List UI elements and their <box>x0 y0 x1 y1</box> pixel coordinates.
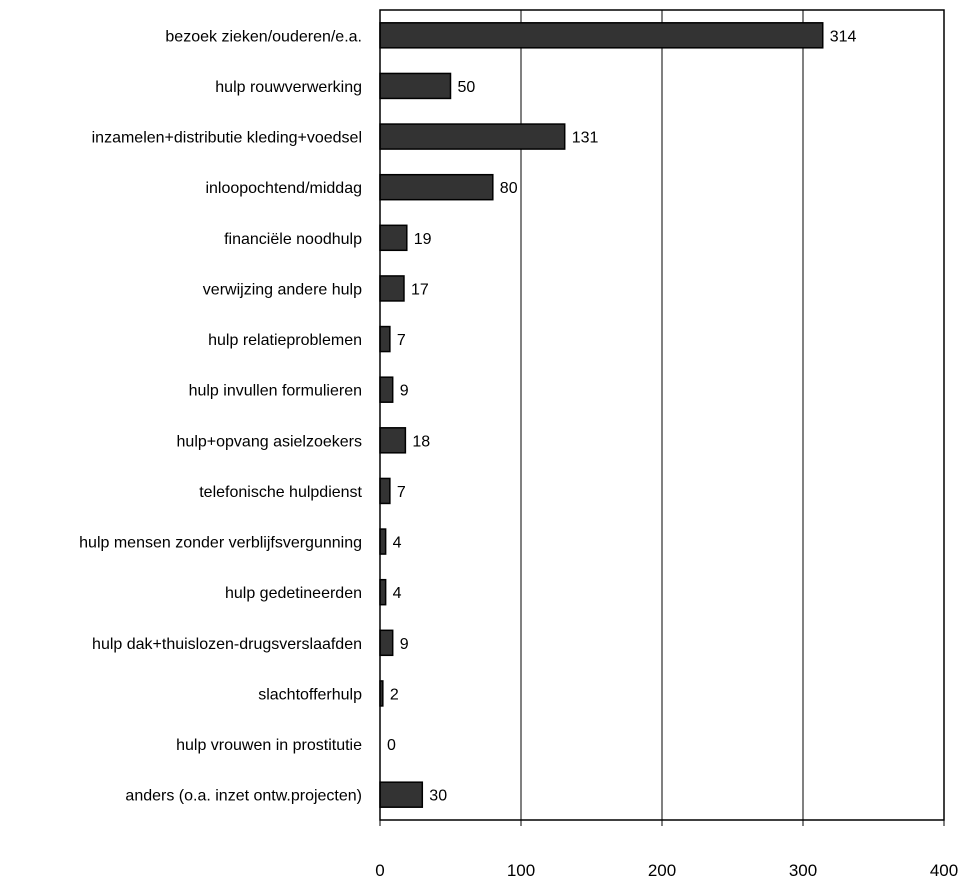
value-label-8: 18 <box>412 433 430 450</box>
category-label-0: bezoek zieken/ouderen/e.a. <box>165 28 362 45</box>
bar-10 <box>379 528 387 555</box>
category-label-15: anders (o.a. inzet ontw.projecten) <box>125 788 362 805</box>
category-label-12: hulp dak+thuislozen-drugsverslaafden <box>92 636 362 653</box>
value-label-7: 9 <box>400 383 409 400</box>
x-tick-label-400: 400 <box>930 861 958 880</box>
bar-1 <box>379 72 452 100</box>
bar-12 <box>379 629 394 657</box>
value-label-9: 7 <box>397 484 406 501</box>
bar-3 <box>379 173 494 201</box>
x-tick-label-200: 200 <box>648 861 676 880</box>
category-label-2: inzamelen+distributie kleding+voedsel <box>92 130 362 147</box>
value-label-3: 80 <box>500 180 518 197</box>
category-label-1: hulp rouwverwerking <box>215 79 362 96</box>
value-label-11: 4 <box>393 585 402 602</box>
x-axis-ticks: 0 100 200 300 400 <box>375 820 958 880</box>
category-label-4: financiële noodhulp <box>224 231 362 248</box>
bar-8 <box>379 427 407 454</box>
category-label-11: hulp gedetineerden <box>225 585 362 602</box>
bar-11 <box>379 578 387 606</box>
category-labels: bezoek zieken/ouderen/e.a. hulp rouwverwe… <box>79 28 362 804</box>
value-label-6: 7 <box>397 332 406 349</box>
bar-5 <box>379 275 405 302</box>
bars <box>379 22 824 808</box>
value-label-13: 2 <box>390 686 399 703</box>
value-label-10: 4 <box>393 535 402 552</box>
category-label-6: hulp relatieproblemen <box>208 332 362 349</box>
value-label-2: 131 <box>572 130 599 147</box>
value-label-12: 9 <box>400 636 409 653</box>
bar-2 <box>379 123 566 150</box>
category-label-9: telefonische hulpdienst <box>199 484 362 501</box>
bar-9 <box>379 477 391 505</box>
value-label-4: 19 <box>414 231 432 248</box>
bar-7 <box>379 376 394 403</box>
category-label-14: hulp vrouwen in prostitutie <box>176 737 362 754</box>
value-label-5: 17 <box>411 281 429 298</box>
category-label-10: hulp mensen zonder verblijfsvergunning <box>79 535 362 552</box>
category-label-3: inloopochtend/middag <box>205 180 362 197</box>
x-tick-label-0: 0 <box>375 861 384 880</box>
category-label-5: verwijzing andere hulp <box>203 281 362 298</box>
category-label-7: hulp invullen formulieren <box>189 383 362 400</box>
bar-4 <box>379 224 408 252</box>
bar-15 <box>379 781 424 808</box>
bar-6 <box>379 325 391 353</box>
value-label-15: 30 <box>429 788 447 805</box>
bar-0 <box>379 22 824 49</box>
x-tick-label-100: 100 <box>507 861 535 880</box>
x-tick-label-300: 300 <box>789 861 817 880</box>
value-labels: 314 50 131 80 19 17 7 9 18 7 4 4 9 2 0 30 <box>387 28 857 804</box>
category-label-13: slachtofferhulp <box>258 686 362 703</box>
value-label-14: 0 <box>387 737 396 754</box>
category-label-8: hulp+opvang asielzoekers <box>177 433 362 450</box>
value-label-1: 50 <box>458 79 476 96</box>
value-label-0: 314 <box>830 28 857 45</box>
